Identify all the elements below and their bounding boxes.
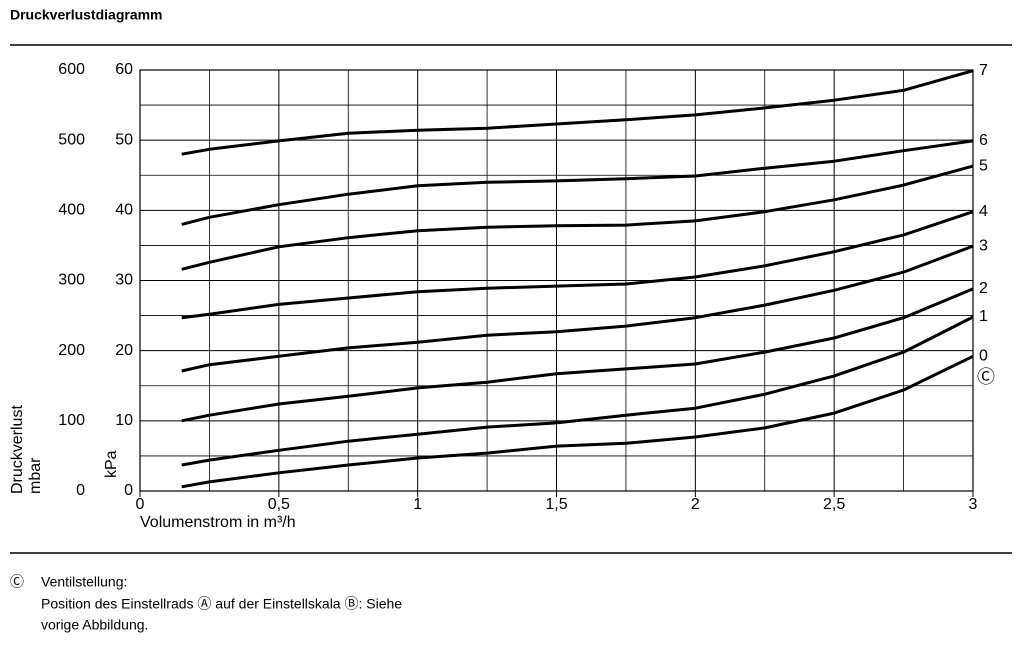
y2-tick-label: 300: [58, 272, 85, 289]
y-tick-label: 60: [115, 61, 133, 78]
plot-frame: [139, 69, 974, 492]
curve: [181, 69, 974, 156]
x-tick-label: 2: [691, 496, 700, 513]
y-tick-label: 40: [115, 202, 133, 219]
curve: [181, 315, 974, 467]
footnote-line: Position des Einstellrads Ⓐ auf der Eins…: [41, 596, 402, 612]
y-tick-label: 20: [115, 342, 133, 359]
y2-tick-label: 200: [58, 342, 85, 359]
curve-label: 5: [979, 157, 988, 174]
footnote-symbol: Ⓒ: [10, 574, 24, 590]
footnote-line: Ventilstellung:: [41, 574, 127, 590]
x-tick-label: 1,5: [545, 496, 567, 513]
x-tick-label: 0: [136, 496, 145, 513]
y2-tick-label: 100: [58, 412, 85, 429]
curve-label: 7: [979, 62, 988, 79]
curve-label: 4: [979, 203, 988, 220]
x-tick-label: 0,5: [268, 496, 290, 513]
curve-label: 1: [979, 308, 988, 325]
curve: [181, 210, 974, 320]
y-tick-label: 10: [115, 412, 133, 429]
x-axis-title: Volumenstrom in m³/h: [140, 514, 296, 531]
curve-marker: Ⓒ: [977, 367, 995, 387]
y2-tick-label: 600: [58, 61, 85, 78]
y-tick-label: 30: [115, 272, 133, 289]
curve: [181, 287, 974, 423]
curve: [181, 244, 974, 373]
curve: [181, 354, 974, 489]
curve: [181, 164, 974, 271]
curve: [181, 139, 974, 226]
x-tick-label: 1: [413, 496, 422, 513]
curve-label: 3: [979, 237, 988, 254]
y2-tick-label: 500: [58, 131, 85, 148]
y2-axis-title: mbar: [27, 457, 44, 494]
x-tick-label: 3: [969, 496, 978, 513]
y-tick-label: 50: [115, 131, 133, 148]
y-axis-title: kPa: [103, 450, 120, 478]
y-tick-label: 0: [124, 482, 133, 499]
y2-tick-label: 0: [76, 482, 85, 499]
page-title: Druckverlustdiagramm: [10, 7, 163, 23]
curve-label: 6: [979, 132, 988, 149]
x-tick-label: 2,5: [823, 496, 845, 513]
y2-axis-title: Druckverlust: [9, 405, 26, 494]
y2-tick-label: 400: [58, 202, 85, 219]
footnote-line: vorige Abbildung.: [41, 617, 148, 633]
curve-label: 2: [979, 280, 988, 297]
curve-label: 0: [979, 347, 988, 364]
